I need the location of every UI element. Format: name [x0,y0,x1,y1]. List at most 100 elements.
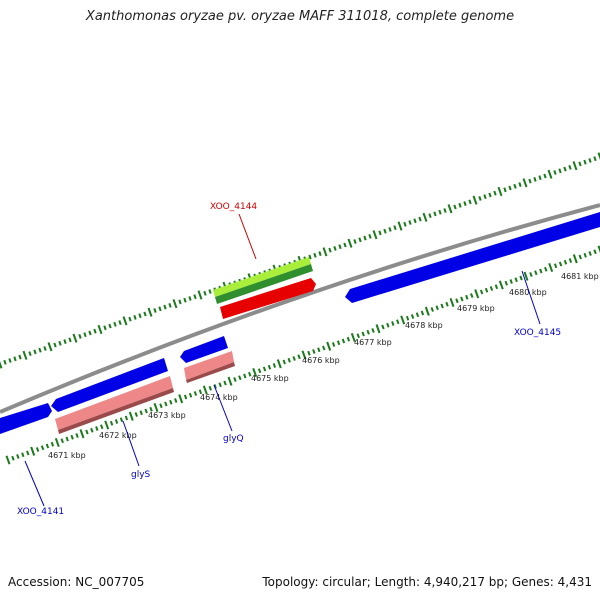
minor-tick [470,293,474,298]
minor-tick [378,230,382,236]
minor-tick [28,351,32,357]
minor-tick [75,433,79,438]
minor-tick [118,320,122,326]
minor-tick [413,218,417,224]
major-tick [122,316,128,326]
gene-xoo-4141-cds[interactable] [0,403,52,434]
minor-tick [368,233,372,239]
minor-tick [463,201,467,207]
minor-tick [40,445,45,451]
gene-xoo-4144-cds[interactable] [220,278,316,319]
gene-glys-cds[interactable] [51,358,168,412]
leader-glyq [213,384,233,432]
minor-tick [63,339,67,345]
major-tick [54,437,60,448]
minor-tick [328,247,332,253]
minor-tick [292,356,296,361]
minor-tick [218,382,222,388]
minor-tick [553,170,557,175]
major-tick [372,230,378,240]
minor-tick [353,239,357,244]
minor-tick [358,237,362,243]
minor-tick [445,301,449,307]
major-tick [422,212,428,222]
minor-tick [534,270,538,276]
minor-tick [553,263,558,269]
minor-tick [134,412,138,417]
major-tick [178,394,184,404]
minor-tick [50,441,55,447]
major-tick [30,446,36,456]
map-title: Xanthomonas oryzae pv. oryzae MAFF 31101… [85,9,515,24]
minor-tick [313,252,317,258]
minor-tick [484,287,489,293]
minor-tick [133,314,137,320]
minor-tick [440,303,444,309]
minor-tick [158,306,162,312]
minor-tick [83,332,87,338]
gene-label-xoo-4145[interactable]: XOO_4145 [514,328,561,338]
minor-tick [458,202,462,208]
minor-tick [513,183,517,189]
minor-tick [478,195,482,201]
major-tick [227,376,233,386]
minor-tick [509,279,513,284]
major-tick [447,204,453,214]
gene-xoo-4145-cds[interactable] [345,212,600,303]
gene-label-glyq[interactable]: glyQ [223,434,244,444]
scale-tick-label: 4681 kbp [561,272,599,281]
minor-tick [248,371,252,377]
gene-label-leaders [24,213,541,507]
minor-tick [338,244,342,250]
gene-label-xoo-4141[interactable]: XOO_4141 [17,507,64,517]
minor-tick [465,294,469,300]
major-tick [147,307,153,317]
minor-tick [428,213,432,219]
major-tick [400,315,406,325]
leader-xoo-4145 [521,270,541,325]
minor-tick [144,408,148,414]
minor-tick [153,308,157,313]
minor-tick [113,321,117,327]
minor-tick [533,176,537,182]
major-tick [424,306,430,316]
minor-tick [317,347,321,353]
major-tick [322,247,328,257]
gene-glyq-cds[interactable] [180,336,228,363]
major-tick [572,254,578,264]
minor-tick [243,373,247,379]
minor-tick [198,389,203,395]
minor-tick [124,415,129,421]
gene-glyq-rna[interactable] [184,351,234,380]
scale-tick-label: 4675 kbp [251,374,289,383]
minor-tick [381,324,385,330]
gene-band-light-green[interactable] [213,257,311,297]
minor-tick [538,175,542,181]
minor-tick [188,392,193,398]
scale-tick-label: 4672 kbp [99,431,137,440]
minor-tick [544,266,548,272]
minor-tick [90,427,94,433]
minor-tick [233,377,237,382]
minor-tick [528,178,532,184]
minor-tick [68,337,72,343]
major-tick [276,359,282,369]
gene-label-glys[interactable]: glyS [131,470,151,480]
gene-label-xoo-4144[interactable]: XOO_4144 [210,202,257,212]
minor-tick [26,450,30,456]
major-tick [472,195,478,205]
major-tick [197,290,203,300]
minor-tick [331,342,336,347]
gene-glys-rna[interactable] [55,376,173,430]
minor-tick [489,286,494,291]
minor-tick [363,235,367,241]
gene-band-dark-green[interactable] [215,264,313,304]
minor-tick [366,329,370,335]
minor-tick [346,336,351,342]
major-tick [202,385,208,395]
minor-tick [543,173,547,179]
minor-tick [318,251,322,257]
minor-tick [371,328,375,333]
major-tick [22,350,28,360]
minor-tick [3,359,7,365]
